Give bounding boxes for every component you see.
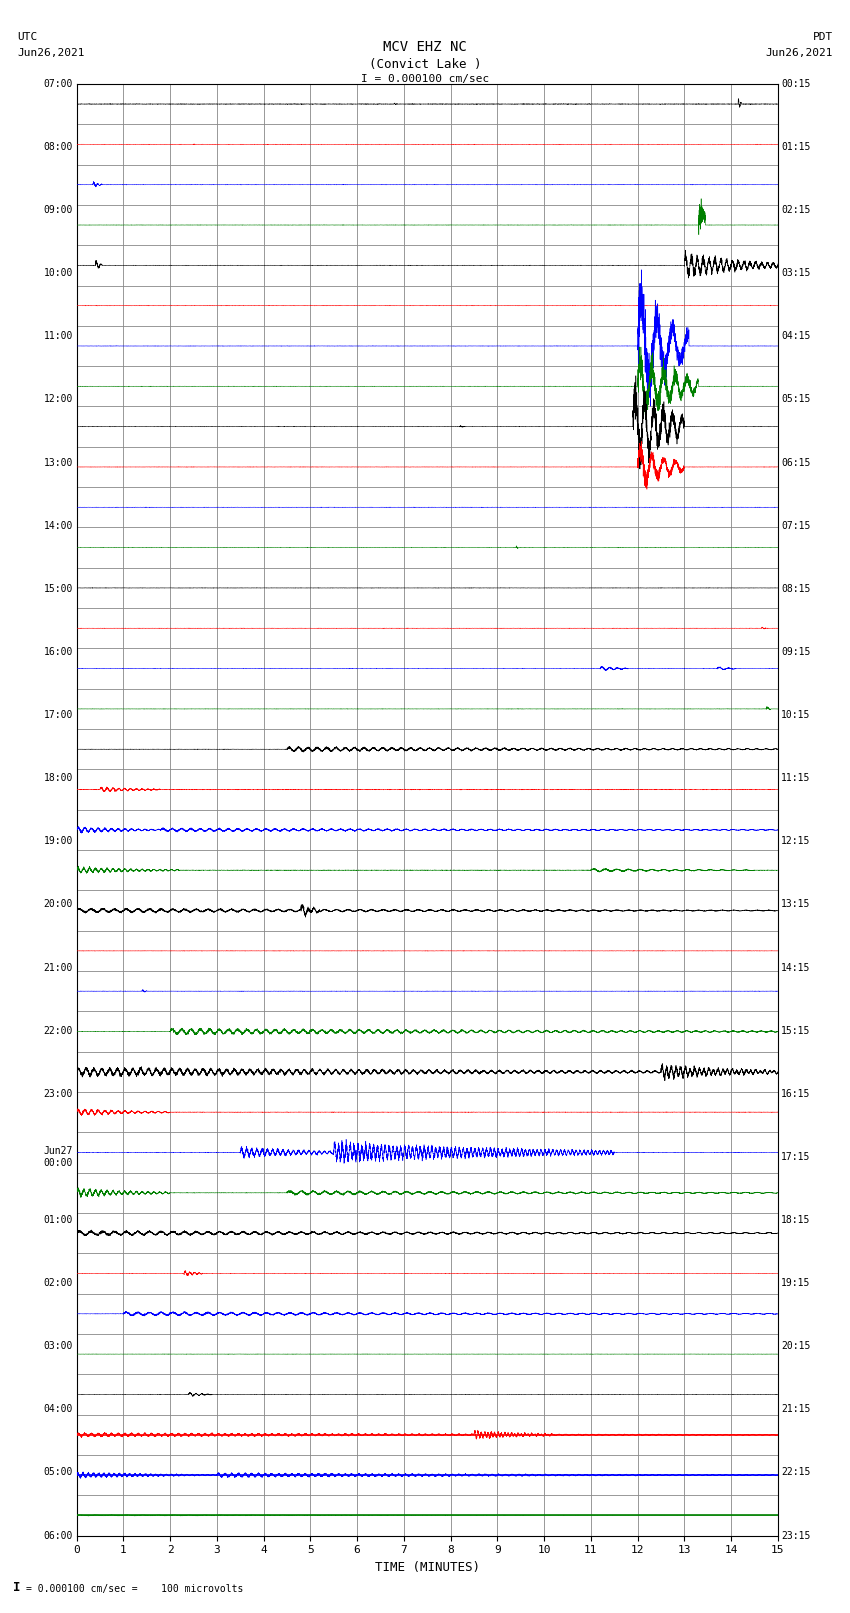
Text: 20:00: 20:00 [43, 900, 73, 910]
Text: 12:00: 12:00 [43, 395, 73, 405]
Text: 08:15: 08:15 [781, 584, 811, 594]
Text: = 0.000100 cm/sec =    100 microvolts: = 0.000100 cm/sec = 100 microvolts [26, 1584, 243, 1594]
Text: 23:00: 23:00 [43, 1089, 73, 1098]
Text: 15:15: 15:15 [781, 1026, 811, 1036]
Text: 01:00: 01:00 [43, 1215, 73, 1224]
Text: 15:00: 15:00 [43, 584, 73, 594]
Text: 02:00: 02:00 [43, 1277, 73, 1289]
Text: 13:15: 13:15 [781, 900, 811, 910]
Text: 21:00: 21:00 [43, 963, 73, 973]
Text: 00:15: 00:15 [781, 79, 811, 89]
Text: 17:00: 17:00 [43, 710, 73, 719]
Text: (Convict Lake ): (Convict Lake ) [369, 58, 481, 71]
Text: 11:15: 11:15 [781, 773, 811, 784]
Text: 18:15: 18:15 [781, 1215, 811, 1224]
Text: 07:00: 07:00 [43, 79, 73, 89]
Text: 02:15: 02:15 [781, 205, 811, 215]
Text: 10:00: 10:00 [43, 268, 73, 277]
Text: 12:15: 12:15 [781, 836, 811, 847]
Text: 23:15: 23:15 [781, 1531, 811, 1540]
Text: Jun26,2021: Jun26,2021 [766, 48, 833, 58]
Text: 11:00: 11:00 [43, 331, 73, 342]
Text: 19:00: 19:00 [43, 836, 73, 847]
Text: 10:15: 10:15 [781, 710, 811, 719]
Text: MCV EHZ NC: MCV EHZ NC [383, 40, 467, 55]
X-axis label: TIME (MINUTES): TIME (MINUTES) [375, 1561, 479, 1574]
Text: I = 0.000100 cm/sec: I = 0.000100 cm/sec [361, 74, 489, 84]
Text: 08:00: 08:00 [43, 142, 73, 152]
Text: 21:15: 21:15 [781, 1405, 811, 1415]
Text: 14:00: 14:00 [43, 521, 73, 531]
Text: 09:00: 09:00 [43, 205, 73, 215]
Text: 19:15: 19:15 [781, 1277, 811, 1289]
Text: UTC: UTC [17, 32, 37, 42]
Text: 04:15: 04:15 [781, 331, 811, 342]
Text: 05:00: 05:00 [43, 1468, 73, 1478]
Text: PDT: PDT [813, 32, 833, 42]
Text: 09:15: 09:15 [781, 647, 811, 656]
Text: 07:15: 07:15 [781, 521, 811, 531]
Text: 16:15: 16:15 [781, 1089, 811, 1098]
Text: I: I [13, 1581, 20, 1594]
Text: 20:15: 20:15 [781, 1342, 811, 1352]
Text: 16:00: 16:00 [43, 647, 73, 656]
Text: Jun27: Jun27 [43, 1145, 73, 1157]
Text: 03:00: 03:00 [43, 1342, 73, 1352]
Text: 22:00: 22:00 [43, 1026, 73, 1036]
Text: 01:15: 01:15 [781, 142, 811, 152]
Text: 06:15: 06:15 [781, 458, 811, 468]
Text: 03:15: 03:15 [781, 268, 811, 277]
Text: 14:15: 14:15 [781, 963, 811, 973]
Text: 00:00: 00:00 [43, 1158, 73, 1168]
Text: Jun26,2021: Jun26,2021 [17, 48, 84, 58]
Text: 06:00: 06:00 [43, 1531, 73, 1540]
Text: 05:15: 05:15 [781, 395, 811, 405]
Text: 04:00: 04:00 [43, 1405, 73, 1415]
Text: 17:15: 17:15 [781, 1152, 811, 1161]
Text: 13:00: 13:00 [43, 458, 73, 468]
Text: 22:15: 22:15 [781, 1468, 811, 1478]
Text: 18:00: 18:00 [43, 773, 73, 784]
